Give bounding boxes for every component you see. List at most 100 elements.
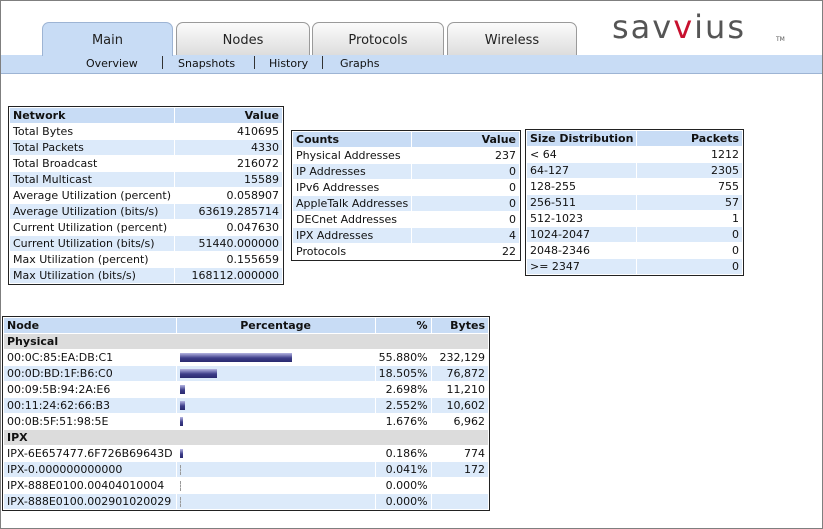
subnav-snapshots[interactable]: Snapshots (178, 57, 236, 70)
node-bytes: 774 (431, 446, 488, 461)
column-header: Percentage (176, 318, 375, 333)
logo-text-pre: sav (612, 8, 674, 46)
column-header: Node (4, 318, 176, 333)
row-label: 2048-2346 (527, 243, 637, 258)
row-value: 0 (412, 180, 519, 195)
subnav-history[interactable]: History (269, 57, 309, 70)
node-name[interactable]: 00:0B:5F:51:98:5E (4, 414, 176, 429)
node-percent: 0.186% (375, 446, 431, 461)
savvius-logo: savvius TM (612, 8, 787, 46)
node-percent: 1.676% (375, 414, 431, 429)
section-row: IPX (4, 430, 488, 445)
size-row: 2048-2346 0 (527, 243, 742, 258)
nodes-header-row: Node Percentage % Bytes (4, 318, 488, 333)
column-header: Value (412, 132, 519, 147)
node-bytes: 232,129 (431, 350, 488, 365)
network-row: Average Utilization (bits/s) 63619.285714 (10, 204, 282, 219)
node-bytes: 172 (431, 462, 488, 477)
row-label: IPX Addresses (293, 228, 412, 243)
network-row: Total Packets 4330 (10, 140, 282, 155)
section-label: Physical (4, 334, 488, 349)
tab-protocols[interactable]: Protocols (312, 22, 444, 56)
node-bytes: 76,872 (431, 366, 488, 381)
node-row[interactable]: 00:09:5B:94:2A:E6 2.698% 11,210 (4, 382, 488, 397)
row-value: 0 (637, 259, 742, 274)
section-row: Physical (4, 334, 488, 349)
node-percent: 0.041% (375, 462, 431, 477)
tab-main[interactable]: Main (42, 22, 173, 56)
row-label: 1024-2047 (527, 227, 637, 242)
node-name[interactable]: 00:09:5B:94:2A:E6 (4, 382, 176, 397)
column-header: Value (175, 108, 282, 123)
counts-row: Protocols 22 (293, 244, 519, 259)
column-header: Network (10, 108, 174, 123)
row-value: 0 (412, 196, 519, 211)
row-label: Max Utilization (bits/s) (10, 268, 174, 283)
percentage-bar-cell (176, 446, 375, 461)
node-name[interactable]: IPX-888E0100.00404010004 (4, 478, 176, 493)
nodes-table: Node Percentage % Bytes Physical 00:0C:85… (2, 316, 490, 511)
row-label: IPv6 Addresses (293, 180, 412, 195)
node-percent: 2.698% (375, 382, 431, 397)
node-row[interactable]: 00:11:24:62:66:B3 2.552% 10,602 (4, 398, 488, 413)
row-value: 22 (412, 244, 519, 259)
node-row[interactable]: IPX-888E0100.002901020029 0.000% (4, 494, 488, 509)
size-distribution-table: Size Distribution Packets < 64 1212 64-127… (525, 129, 744, 276)
node-row[interactable]: IPX-0.000000000000 0.041% 172 (4, 462, 488, 477)
node-bytes: 11,210 (431, 382, 488, 397)
counts-table: Counts Value Physical Addresses 237 IP Add… (291, 130, 521, 261)
percentage-bar (179, 449, 183, 458)
node-name[interactable]: IPX-6E657477.6F726B69643D (4, 446, 176, 461)
node-row[interactable]: 00:0D:BD:1F:B6:C0 18.505% 76,872 (4, 366, 488, 381)
node-percent: 55.880% (375, 350, 431, 365)
row-value: 51440.000000 (175, 236, 282, 251)
size-row: < 64 1212 (527, 147, 742, 162)
network-row: Total Broadcast 216072 (10, 156, 282, 171)
node-name[interactable]: 00:11:24:62:66:B3 (4, 398, 176, 413)
row-value: 1212 (637, 147, 742, 162)
percentage-bar (179, 353, 292, 362)
percentage-bar-cell (176, 350, 375, 365)
row-label: Protocols (293, 244, 412, 259)
node-row[interactable]: 00:0B:5F:51:98:5E 1.676% 6,962 (4, 414, 488, 429)
row-label: Current Utilization (percent) (10, 220, 174, 235)
percentage-bar (179, 480, 182, 491)
logo-text-post: ius (694, 8, 746, 46)
row-label: >= 2347 (527, 259, 637, 274)
node-name[interactable]: 00:0C:85:EA:DB:C1 (4, 350, 176, 365)
tab-nodes[interactable]: Nodes (176, 22, 310, 56)
node-row[interactable]: IPX-6E657477.6F726B69643D 0.186% 774 (4, 446, 488, 461)
percentage-bar (179, 464, 182, 475)
counts-row: IPv6 Addresses 0 (293, 180, 519, 195)
percentage-bar (179, 417, 183, 426)
node-name[interactable]: IPX-888E0100.002901020029 (4, 494, 176, 509)
percentage-bar-cell (176, 414, 375, 429)
column-header: Size Distribution (527, 131, 637, 146)
counts-row: IP Addresses 0 (293, 164, 519, 179)
node-row[interactable]: IPX-888E0100.00404010004 0.000% (4, 478, 488, 493)
node-bytes: 10,602 (431, 398, 488, 413)
node-name[interactable]: 00:0D:BD:1F:B6:C0 (4, 366, 176, 381)
counts-row: Physical Addresses 237 (293, 148, 519, 163)
row-value: 410695 (175, 124, 282, 139)
node-percent: 2.552% (375, 398, 431, 413)
percentage-bar-cell (176, 478, 375, 493)
percentage-bar (179, 496, 182, 507)
row-label: 512-1023 (527, 211, 637, 226)
row-value: 0 (637, 227, 742, 242)
row-label: 128-255 (527, 179, 637, 194)
sizes-header-row: Size Distribution Packets (527, 131, 742, 146)
node-name[interactable]: IPX-0.000000000000 (4, 462, 176, 477)
network-row: Max Utilization (percent) 0.155659 (10, 252, 282, 267)
node-row[interactable]: 00:0C:85:EA:DB:C1 55.880% 232,129 (4, 350, 488, 365)
network-row: Total Bytes 410695 (10, 124, 282, 139)
subnav-divider (162, 56, 163, 69)
row-label: Total Bytes (10, 124, 174, 139)
row-value: 57 (637, 195, 742, 210)
row-value: 237 (412, 148, 519, 163)
tab-wireless[interactable]: Wireless (447, 22, 577, 56)
subnav-divider (322, 56, 323, 69)
subnav-overview[interactable]: Overview (86, 57, 138, 70)
row-value: 0.047630 (175, 220, 282, 235)
subnav-graphs[interactable]: Graphs (340, 57, 380, 70)
